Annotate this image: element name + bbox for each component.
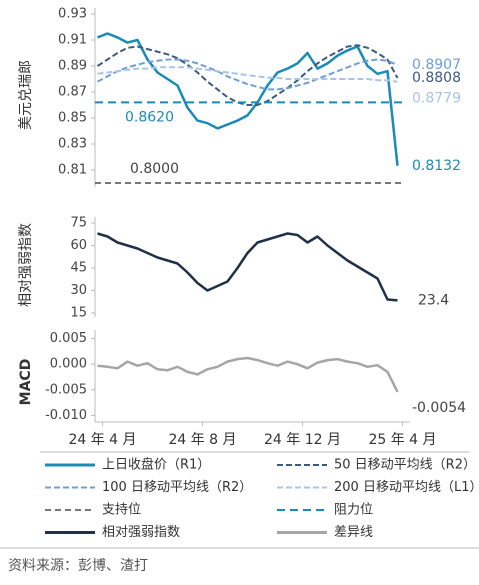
y-tick-label: 0.81	[58, 163, 87, 178]
source: 资料来源：彭博、渣打	[8, 557, 148, 574]
x-tick-label: 25 年 4 月	[368, 432, 436, 448]
y-tick-label: 75	[70, 216, 87, 231]
x-tick-label: 24 年 12 月	[264, 432, 341, 448]
y-tick-label: -0.010	[45, 408, 87, 423]
legend-label: 支持位	[102, 503, 141, 518]
legend-label: 50 日移动平均线（R2）	[334, 458, 476, 473]
end-label: 0.8132	[412, 158, 461, 174]
y-tick-label: 0.87	[58, 85, 87, 100]
end-label: 23.4	[418, 292, 449, 308]
y-tick-label: 45	[70, 261, 87, 276]
series-line	[97, 32, 399, 166]
series-line	[96, 44, 399, 106]
y-tick-label: 0.89	[58, 59, 87, 74]
y-axis-title: 美元兑瑞郎	[18, 60, 34, 130]
series-line	[97, 66, 398, 83]
x-tick-label: 24 年 4 月	[68, 432, 136, 448]
series-line	[97, 356, 399, 393]
legend-label: 上日收盘价（R1）	[102, 457, 210, 473]
y-tick-label: 0.000	[50, 357, 87, 372]
legend-label: 200 日移动平均线（L1）	[334, 480, 479, 495]
y-axis-title: 相对强弱指数	[18, 223, 34, 307]
legend-label: 相对强弱指数	[102, 525, 180, 540]
x-tick-label: 24 年 8 月	[168, 432, 236, 448]
end-label: 0.8808	[412, 70, 461, 86]
y-tick-label: 0.005	[50, 331, 87, 346]
legend-label: 100 日移动平均线（R2）	[102, 480, 252, 495]
y-tick-label: 0.93	[58, 7, 87, 22]
series-line	[97, 58, 398, 91]
end-label: 0.8779	[412, 91, 461, 107]
y-tick-label: 30	[70, 283, 87, 298]
legend-label: 阻力位	[334, 503, 373, 518]
end-label: -0.0054	[412, 400, 466, 416]
legend-label: 差异线	[334, 525, 373, 540]
y-tick-label: -0.005	[45, 382, 87, 397]
y-tick-label: 0.85	[58, 111, 87, 126]
y-tick-label: 15	[70, 306, 87, 321]
reference-label: 0.8000	[130, 161, 179, 177]
y-tick-label: 0.91	[58, 33, 87, 48]
y-tick-label: 0.83	[58, 137, 87, 152]
y-axis-title: MACD	[18, 359, 34, 406]
series-line	[97, 232, 398, 302]
y-tick-label: 60	[70, 238, 87, 253]
end-label: 0.8907	[412, 57, 461, 73]
reference-label: 0.8620	[125, 109, 174, 125]
